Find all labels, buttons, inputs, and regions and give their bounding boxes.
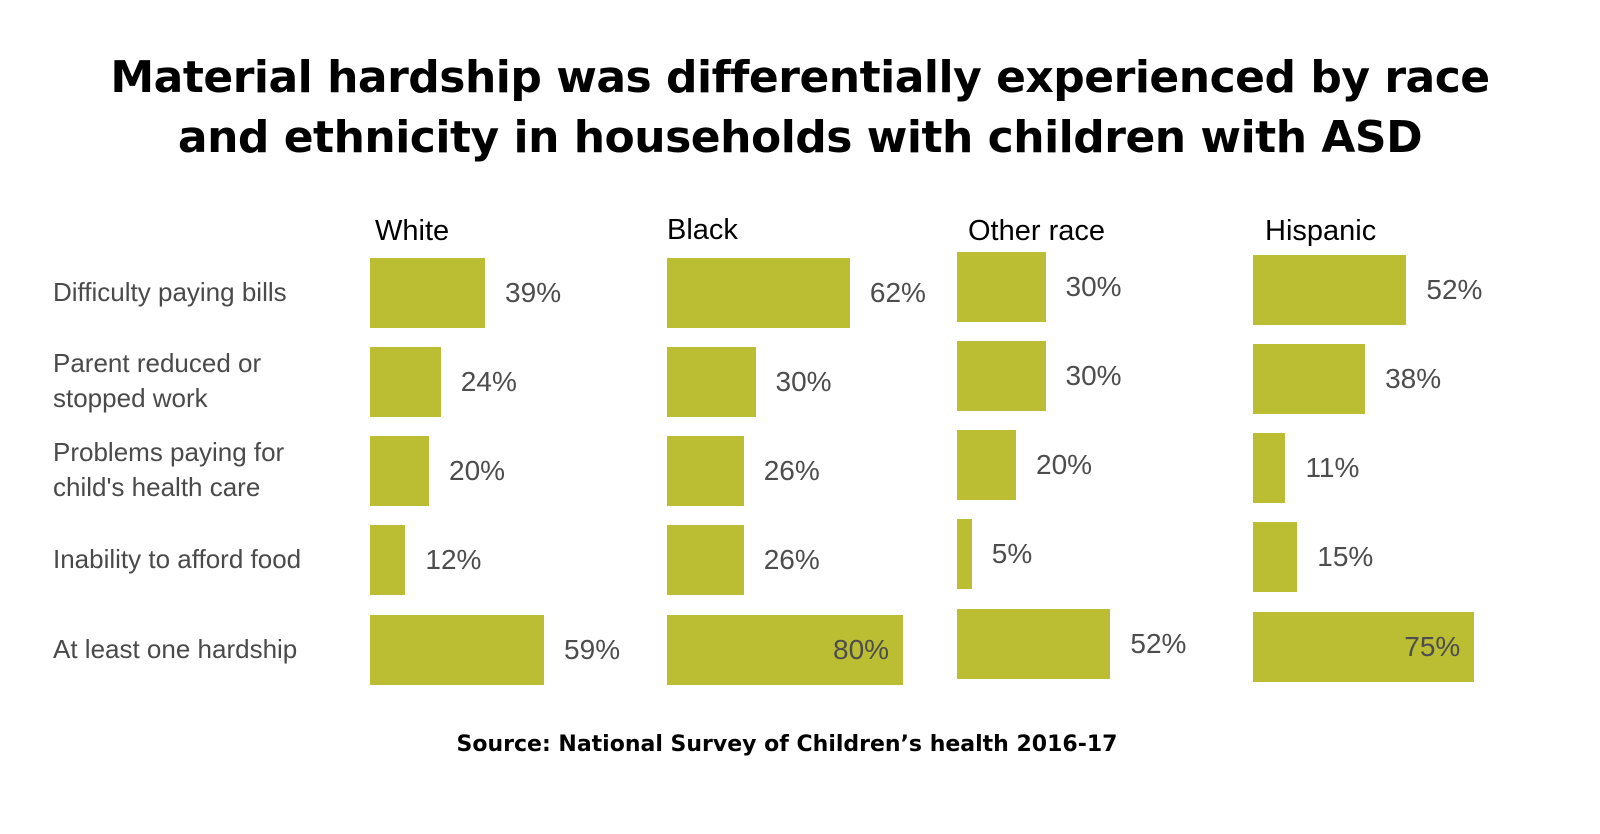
row-label: Difficulty paying bills bbox=[53, 275, 287, 310]
data-label: 12% bbox=[425, 544, 482, 575]
bar bbox=[1253, 433, 1286, 503]
bar bbox=[667, 258, 850, 328]
chart-title: Material hardship was differentially exp… bbox=[0, 48, 1600, 168]
bar bbox=[667, 615, 903, 685]
data-label: 75% bbox=[1404, 631, 1461, 662]
bar bbox=[1253, 612, 1475, 682]
row-label: Problems paying for child's health care bbox=[53, 435, 284, 505]
group-header: Hispanic bbox=[1265, 215, 1377, 247]
data-label: 80% bbox=[833, 634, 890, 665]
bar bbox=[667, 525, 744, 595]
group-header: White bbox=[375, 215, 450, 247]
row-label-line: stopped work bbox=[53, 383, 208, 413]
row-label-line: Parent reduced or bbox=[53, 348, 262, 378]
data-label: 30% bbox=[1065, 360, 1122, 391]
data-label: 24% bbox=[460, 366, 517, 397]
row-label-line: Problems paying for bbox=[53, 437, 285, 467]
row-label: At least one hardship bbox=[53, 632, 297, 667]
data-label: 30% bbox=[1065, 271, 1122, 302]
row-label-line: At least one hardship bbox=[53, 633, 298, 664]
row-label: Parent reduced or stopped work bbox=[53, 346, 261, 416]
data-label: 38% bbox=[1385, 363, 1442, 394]
data-label: 59% bbox=[564, 634, 621, 665]
data-label: 30% bbox=[775, 366, 832, 397]
bar bbox=[957, 609, 1111, 679]
data-label: 15% bbox=[1317, 541, 1374, 572]
row-label-line: child's health care bbox=[53, 472, 261, 502]
bar bbox=[1253, 522, 1298, 592]
bar bbox=[1253, 255, 1407, 325]
bar bbox=[370, 436, 429, 506]
bar bbox=[370, 258, 486, 328]
bar bbox=[370, 347, 441, 417]
source-note: Source: National Survey of Children’s he… bbox=[456, 732, 1118, 757]
bar bbox=[370, 525, 406, 595]
data-label: 26% bbox=[763, 455, 820, 486]
row-label-line: Inability to afford food bbox=[53, 543, 302, 574]
bar bbox=[667, 347, 756, 417]
bar bbox=[957, 341, 1046, 411]
row-label-line: Difficulty paying bills bbox=[53, 276, 287, 307]
data-label: 5% bbox=[991, 538, 1033, 569]
bar bbox=[370, 615, 545, 685]
data-label: 39% bbox=[505, 277, 562, 308]
chart-title-line-2: and ethnicity in households with childre… bbox=[177, 112, 1423, 163]
group-header: Other race bbox=[968, 215, 1105, 247]
bar bbox=[957, 430, 1016, 500]
data-label: 52% bbox=[1130, 628, 1187, 659]
data-label: 52% bbox=[1426, 274, 1483, 305]
group-header: Black bbox=[667, 214, 738, 246]
data-label: 20% bbox=[449, 455, 506, 486]
data-label: 20% bbox=[1036, 449, 1093, 480]
row-label: Inability to afford food bbox=[53, 542, 301, 577]
chart-title-line-1: Material hardship was differentially exp… bbox=[110, 52, 1490, 103]
bar bbox=[957, 252, 1046, 322]
data-label: 11% bbox=[1305, 452, 1360, 483]
bar bbox=[667, 436, 744, 506]
bar bbox=[957, 519, 972, 589]
bar bbox=[1253, 344, 1366, 414]
data-label: 26% bbox=[763, 544, 820, 575]
data-label: 62% bbox=[869, 277, 926, 308]
